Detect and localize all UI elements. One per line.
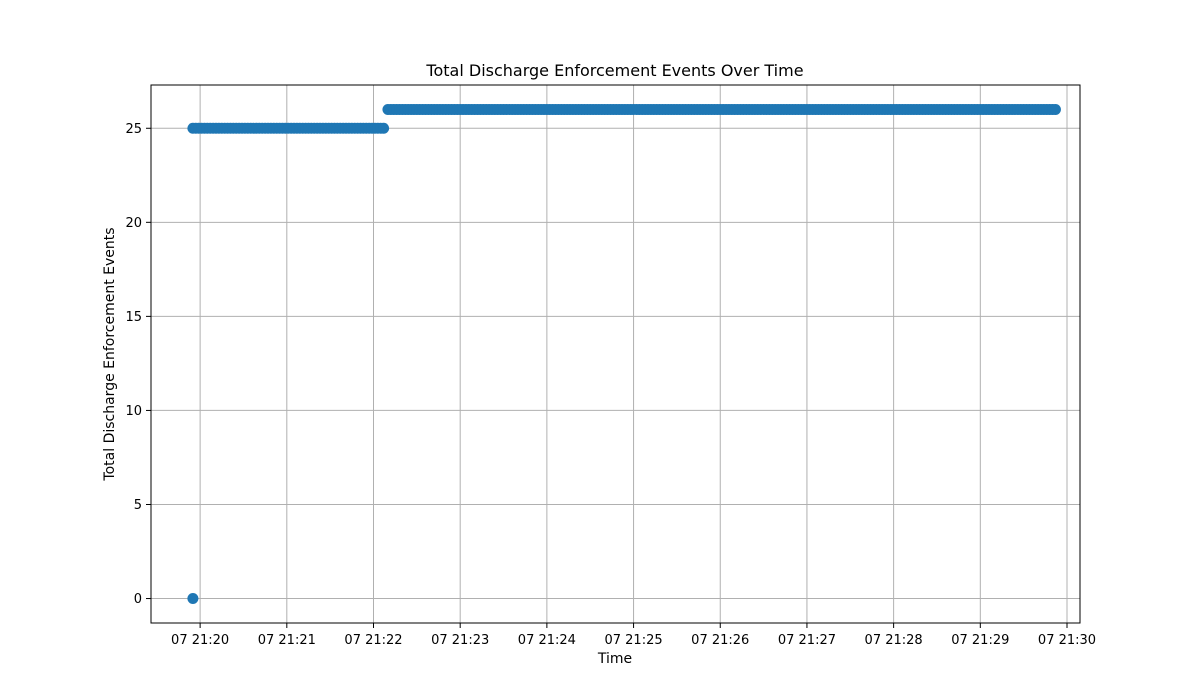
x-tick-label: 07 21:30 — [1038, 633, 1096, 648]
y-tick-label: 15 — [125, 310, 142, 325]
grid — [151, 85, 1080, 623]
y-axis-label: Total Discharge Enforcement Events — [102, 227, 118, 481]
x-axis-label: Time — [597, 651, 632, 667]
y-tick-label: 25 — [125, 122, 142, 137]
y-tick-label: 20 — [125, 216, 142, 231]
x-tick-label: 07 21:20 — [171, 633, 229, 648]
data-point — [1049, 103, 1061, 115]
y-tick-label: 5 — [134, 498, 142, 513]
x-tick-label: 07 21:29 — [951, 633, 1009, 648]
x-tick-label: 07 21:28 — [865, 633, 923, 648]
x-tick-label: 07 21:23 — [431, 633, 489, 648]
x-tick-label: 07 21:21 — [258, 633, 316, 648]
plot-background — [151, 85, 1080, 623]
data-points — [187, 103, 1061, 605]
y-tick-label: 0 — [134, 592, 142, 607]
x-tick-label: 07 21:26 — [691, 633, 749, 648]
data-point — [378, 122, 390, 134]
chart-title: Total Discharge Enforcement Events Over … — [425, 61, 803, 80]
plot-frame — [150, 84, 1081, 624]
x-tick-label: 07 21:22 — [344, 633, 402, 648]
ticks: 07 21:20 07 21:21 07 21:22 07 21:23 07 21:24… — [125, 122, 1096, 648]
data-point — [187, 593, 199, 605]
x-tick-label: 07 21:25 — [604, 633, 662, 648]
y-tick-label: 10 — [125, 404, 142, 419]
x-tick-label: 07 21:27 — [778, 633, 836, 648]
x-tick-label: 07 21:24 — [518, 633, 576, 648]
